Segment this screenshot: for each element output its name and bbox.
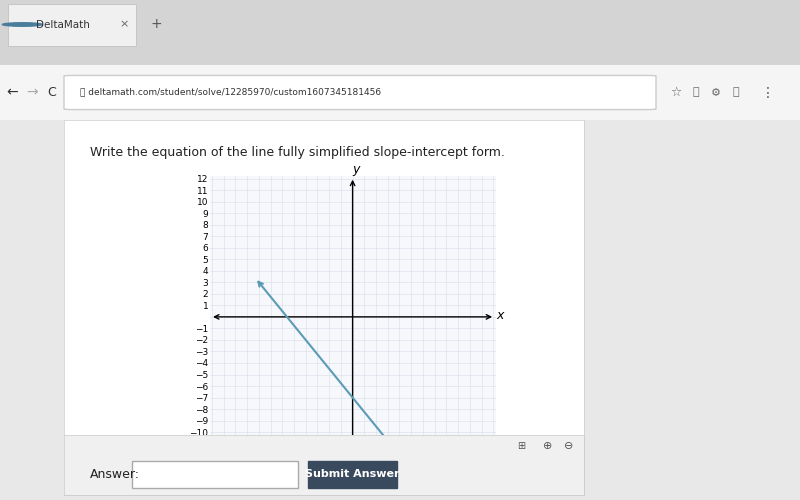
FancyBboxPatch shape	[64, 76, 656, 110]
Text: ⚙: ⚙	[711, 88, 721, 98]
Text: C: C	[48, 86, 56, 99]
FancyBboxPatch shape	[132, 461, 298, 488]
Circle shape	[2, 22, 42, 26]
Text: x: x	[497, 308, 504, 322]
Text: Submit Answer: Submit Answer	[306, 470, 400, 480]
Text: 🎵: 🎵	[733, 88, 739, 98]
Text: 🔒 deltamath.com/student/solve/12285970/custom1607345181456: 🔒 deltamath.com/student/solve/12285970/c…	[80, 87, 381, 96]
Text: Write the equation of the line fully simplified slope-intercept form.: Write the equation of the line fully sim…	[90, 146, 505, 159]
Text: ☆: ☆	[670, 86, 682, 99]
Text: 👤: 👤	[693, 88, 699, 98]
FancyBboxPatch shape	[308, 461, 397, 488]
Text: ⊞: ⊞	[518, 441, 526, 451]
Text: ←: ←	[6, 86, 18, 100]
Text: ×: ×	[119, 20, 129, 30]
Text: DeltaMath: DeltaMath	[36, 20, 90, 30]
Text: Answer:: Answer:	[90, 468, 140, 480]
Text: ⊕: ⊕	[543, 441, 552, 451]
Text: y: y	[353, 163, 360, 176]
FancyBboxPatch shape	[8, 4, 136, 45]
Text: ⊖: ⊖	[564, 441, 573, 451]
Text: →: →	[26, 86, 38, 100]
Text: ⋮: ⋮	[761, 86, 775, 100]
Text: +: +	[150, 18, 162, 32]
